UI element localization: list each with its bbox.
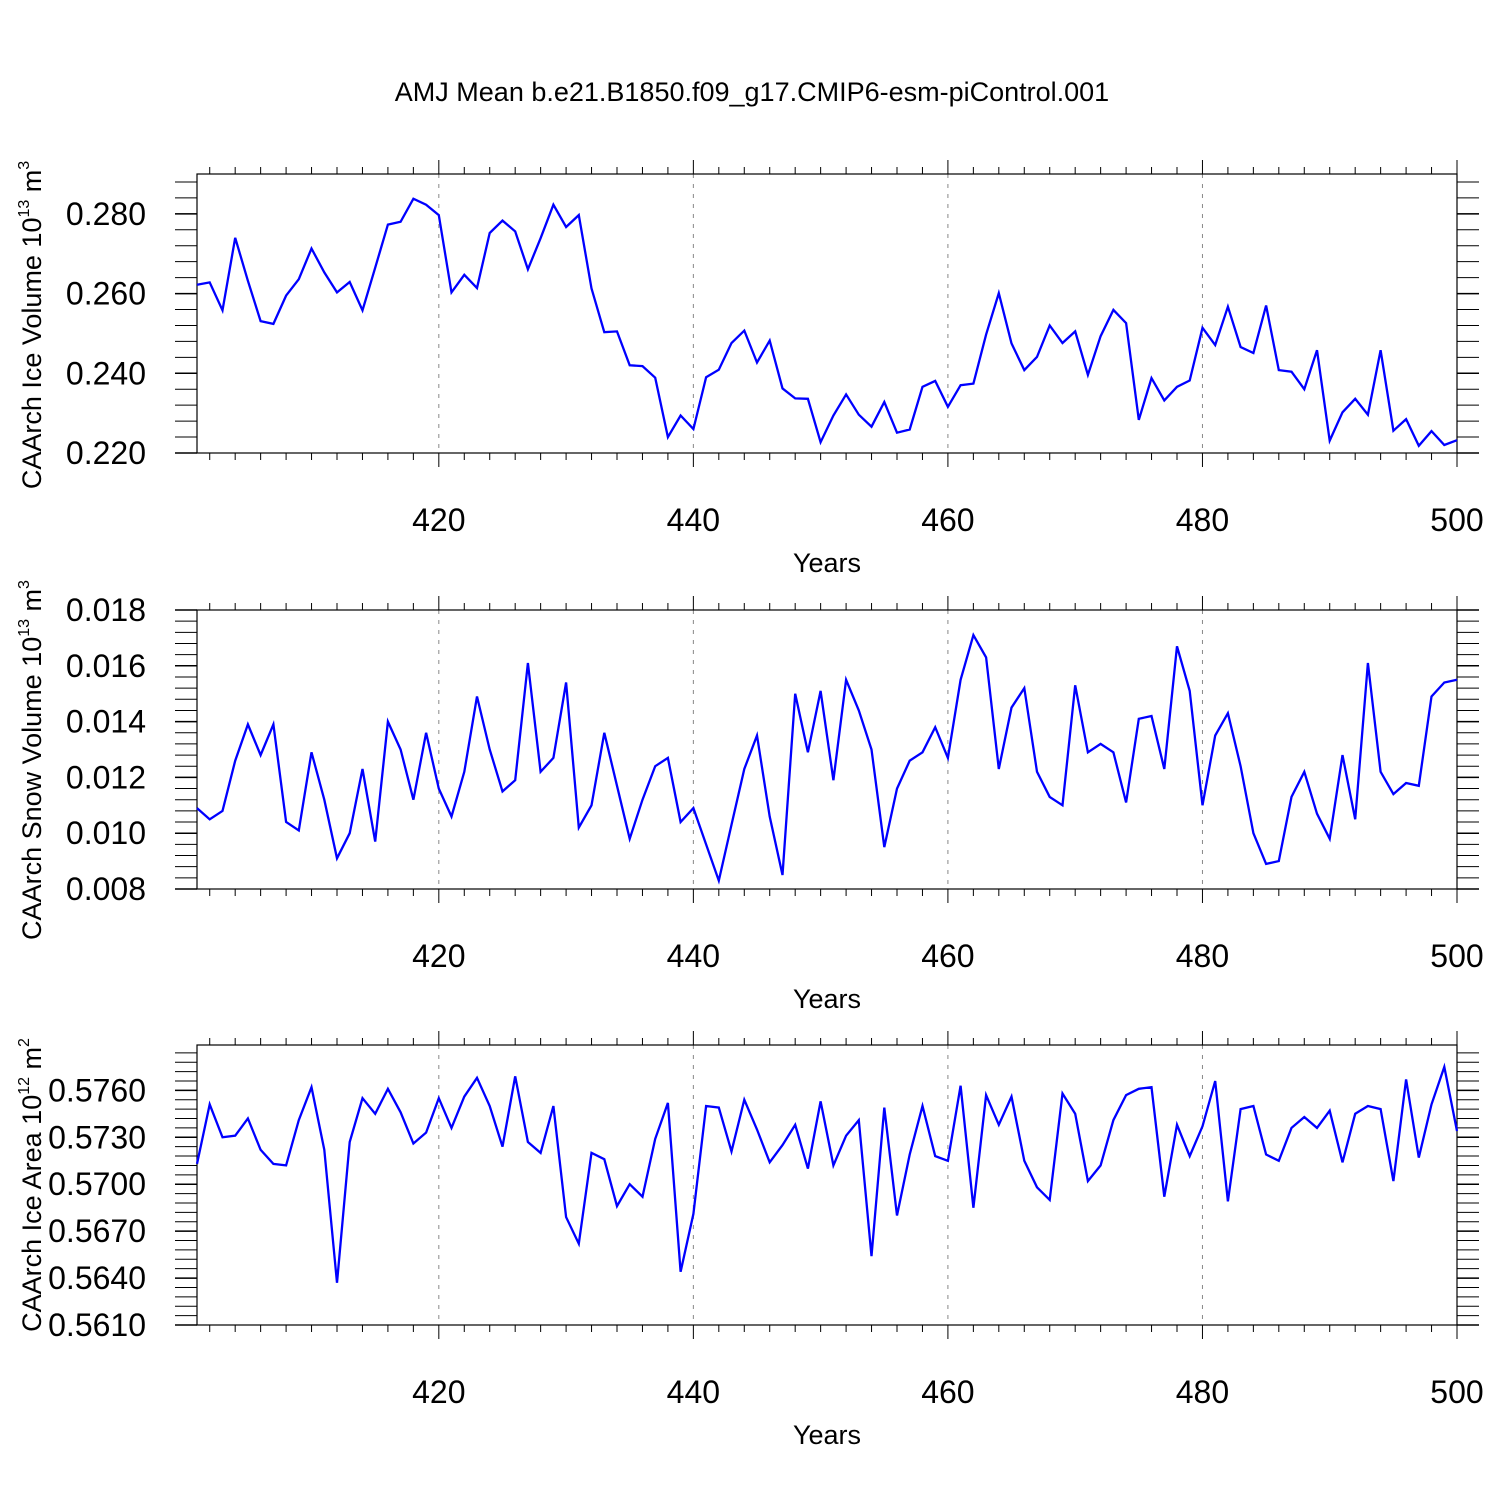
plot-frame	[196, 173, 1458, 454]
y-tick-label: 0.5700	[48, 1166, 146, 1202]
y-tick-label: 0.5760	[48, 1072, 146, 1108]
x-tick-label: 500	[1430, 938, 1483, 974]
y-tick-label: 0.5670	[48, 1213, 146, 1249]
y-tick-label: 0.280	[66, 196, 146, 232]
plot-frame	[196, 1044, 1458, 1326]
y-tick-label: 0.008	[66, 871, 146, 907]
y-axis-label: CAArch Ice Area 1012 m2	[16, 1038, 47, 1332]
x-tick-label: 440	[667, 502, 720, 538]
x-tick-label: 480	[1176, 502, 1229, 538]
x-tick-label: 460	[921, 502, 974, 538]
x-tick-label: 440	[667, 938, 720, 974]
x-tick-label: 420	[412, 938, 465, 974]
y-axis-label: CAArch Snow Volume 1013 m3	[16, 580, 47, 940]
y-tick-label: 0.220	[66, 435, 146, 471]
x-axis-label: Years	[793, 1420, 861, 1450]
x-tick-label: 460	[921, 938, 974, 974]
x-tick-label: 480	[1176, 938, 1229, 974]
panel-snow-volume: 0.008 0.010 0.012 0.014 0.016 0.018 420 440 460 4…	[16, 580, 1484, 1014]
panel-ice-volume: 0.220 0.240 0.260 0.280 420 440 460 480 500 Years…	[16, 160, 1484, 578]
y-tick-label: 0.240	[66, 355, 146, 391]
y-tick-label: 0.5730	[48, 1119, 146, 1155]
plot-frame	[196, 609, 1458, 890]
x-tick-label: 460	[921, 1374, 974, 1410]
x-axis-label: Years	[793, 984, 861, 1014]
x-tick-label: 480	[1176, 1374, 1229, 1410]
y-tick-label: 0.016	[66, 648, 146, 684]
series-line-ice-volume	[196, 197, 1458, 448]
y-axis-label: CAArch Ice Volume 1013 m3	[16, 161, 47, 489]
x-tick-label: 440	[667, 1374, 720, 1410]
x-tick-label: 500	[1430, 1374, 1483, 1410]
series-line-snow-volume	[196, 632, 1458, 885]
y-tick-label: 0.012	[66, 759, 146, 795]
panel-ice-area: 0.5610 0.5640 0.5670 0.5700 0.5730 0.5760 420 4…	[16, 1031, 1484, 1450]
y-tick-label: 0.018	[66, 592, 146, 628]
y-tick-label: 0.5640	[48, 1260, 146, 1296]
y-tick-label: 0.260	[66, 276, 146, 312]
y-tick-label: 0.010	[66, 815, 146, 851]
x-axis-label: Years	[793, 548, 861, 578]
x-tick-label: 420	[412, 1374, 465, 1410]
y-tick-label: 0.014	[66, 704, 146, 740]
x-tick-label: 500	[1430, 502, 1483, 538]
chart-title: AMJ Mean b.e21.B1850.f09_g17.CMIP6-esm-p…	[395, 77, 1109, 107]
x-tick-label: 420	[412, 502, 465, 538]
series-line-ice-area	[195, 1062, 1459, 1283]
y-tick-label: 0.5610	[48, 1307, 146, 1343]
